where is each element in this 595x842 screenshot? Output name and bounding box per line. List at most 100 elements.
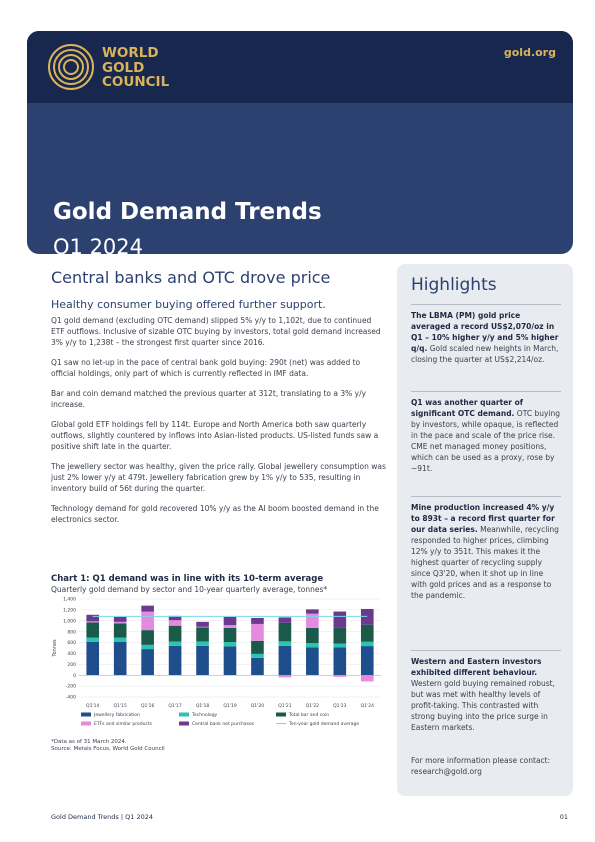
highlight-item: Western and Eastern investors exhibited … — [411, 656, 561, 733]
bar-segment — [168, 645, 182, 676]
highlight-text: Western gold buying remained robust, but… — [411, 679, 555, 732]
bar-segment — [223, 646, 237, 676]
y-tick-label: 800 — [67, 629, 76, 635]
x-tick-label: Q1'19 — [223, 703, 237, 709]
bar-segment — [278, 641, 292, 646]
highlight-text: Meanwhile, recycling responded to higher… — [411, 525, 559, 600]
bar-segment — [306, 609, 319, 614]
y-tick-label: 400 — [67, 651, 76, 657]
y-tick-label: 1,400 — [63, 597, 76, 603]
bar-segment — [278, 617, 292, 623]
bar-segment — [223, 642, 237, 647]
x-tick-label: Q1'23 — [333, 703, 347, 709]
bar-segment — [168, 620, 182, 626]
legend-label: Ten-year gold demand average — [288, 721, 359, 727]
bar-segment — [251, 617, 264, 624]
bar-segment — [86, 642, 100, 676]
bar-segment — [251, 657, 264, 676]
legend-swatch — [276, 712, 286, 717]
bar-segment — [278, 675, 292, 678]
bar-segment — [141, 611, 154, 631]
logo-line: WORLD — [102, 45, 159, 61]
legend-swatch — [81, 721, 91, 726]
bar-segment — [196, 621, 209, 627]
bar-segment — [306, 613, 319, 628]
section-subheading: Healthy consumer buying offered further … — [51, 298, 326, 311]
bar-segment — [141, 644, 154, 650]
highlight-text: Gold scaled new heights in March, closin… — [411, 344, 559, 364]
report-period: Q1 2024 — [53, 235, 144, 254]
bar-segment — [141, 630, 154, 645]
y-tick-label: 600 — [67, 640, 76, 646]
highlights-title: Highlights — [411, 275, 497, 295]
logo-rings-icon — [48, 44, 94, 90]
main-column: Central banks and OTC drove price Health… — [51, 268, 387, 525]
chart-source: Source: Metals Focus, World Gold Council — [51, 746, 165, 752]
bar-segment — [360, 624, 374, 642]
bar-segment — [168, 615, 182, 621]
cover-banner: WORLD GOLD COUNCIL gold.org Gold Demand … — [27, 31, 573, 254]
x-tick-label: Q1'15 — [113, 703, 127, 709]
chart-note: *Data as of 31 March 2024. — [51, 739, 127, 745]
logo-line: COUNCIL — [102, 74, 170, 90]
bar-segment — [333, 643, 347, 648]
legend-label: Jewellery fabrication — [93, 712, 140, 718]
bar-segment — [223, 625, 237, 628]
body-paragraph: Global gold ETF holdings fell by 114t. E… — [51, 420, 379, 451]
x-tick-label: Q1'16 — [141, 703, 155, 709]
bar-segment — [86, 614, 100, 622]
bar-segment — [333, 611, 347, 628]
bar-segment — [306, 647, 319, 676]
bar-segment — [168, 641, 182, 646]
body-paragraph: Q1 saw no let-up in the pace of central … — [51, 358, 361, 378]
x-tick-label: Q1'20 — [251, 703, 265, 709]
x-tick-label: Q1'21 — [278, 703, 292, 709]
highlight-item: Mine production increased 4% y/y to 893t… — [411, 502, 561, 601]
bar-segment — [278, 645, 292, 676]
bar-segment — [141, 605, 154, 612]
highlight-lead: Mine production increased 4% y/y to 893t… — [411, 503, 555, 534]
logo-wordmark: WORLD GOLD COUNCIL — [102, 46, 169, 90]
x-tick-label: Q1'22 — [306, 703, 320, 709]
bar-segment — [113, 621, 127, 624]
section-heading: Central banks and OTC drove price — [51, 268, 331, 287]
legend-swatch — [179, 712, 189, 717]
divider — [411, 496, 561, 497]
legend-swatch — [179, 721, 189, 726]
top-bar: WORLD GOLD COUNCIL gold.org — [27, 31, 573, 103]
y-tick-label: -400 — [66, 695, 76, 701]
bar-segment — [333, 675, 347, 677]
bar-segment — [360, 675, 374, 682]
y-tick-label: 1,000 — [63, 618, 76, 624]
demand-chart: Tonnes -400 -200 0 200 400 600 800 1,000 1,200 1,4… — [52, 597, 381, 727]
bar-segment — [86, 622, 100, 638]
footer-label: Gold Demand Trends | Q1 2024 — [51, 813, 154, 821]
bar-segment — [141, 649, 154, 676]
bar-segment — [113, 642, 127, 676]
bar-segment — [168, 625, 182, 642]
chart-title: Chart 1: Q1 demand was in line with its … — [51, 574, 324, 584]
bar-segment — [223, 627, 237, 643]
bar-segment — [113, 616, 127, 622]
bar-segment — [223, 616, 237, 626]
bar-segment — [278, 622, 292, 642]
bar-segment — [251, 640, 264, 654]
page-number: 01 — [559, 813, 568, 821]
body-paragraph: The jewellery sector was healthy, given … — [51, 462, 386, 493]
site-link[interactable]: gold.org — [503, 46, 556, 59]
highlights-sidebar: Highlights The LBMA (PM) gold price aver… — [397, 264, 573, 796]
legend-swatch — [81, 712, 91, 717]
bar-segment — [306, 643, 319, 648]
highlight-lead: Q1 was another quarter of significant OT… — [411, 398, 524, 418]
legend-label: Total bar and coin — [288, 712, 329, 718]
bar-segment — [113, 637, 127, 643]
bar-segment — [196, 641, 209, 646]
x-tick-label: Q1'17 — [168, 703, 182, 709]
legend-label: Technology — [191, 712, 218, 718]
bar-segment — [86, 621, 100, 623]
bar-segment — [196, 626, 209, 628]
bar-segment — [251, 653, 264, 658]
body-paragraph: Bar and coin demand matched the previous… — [51, 389, 367, 409]
divider — [411, 304, 561, 305]
highlight-text: OTC buying by investors, while opaque, i… — [411, 409, 561, 473]
